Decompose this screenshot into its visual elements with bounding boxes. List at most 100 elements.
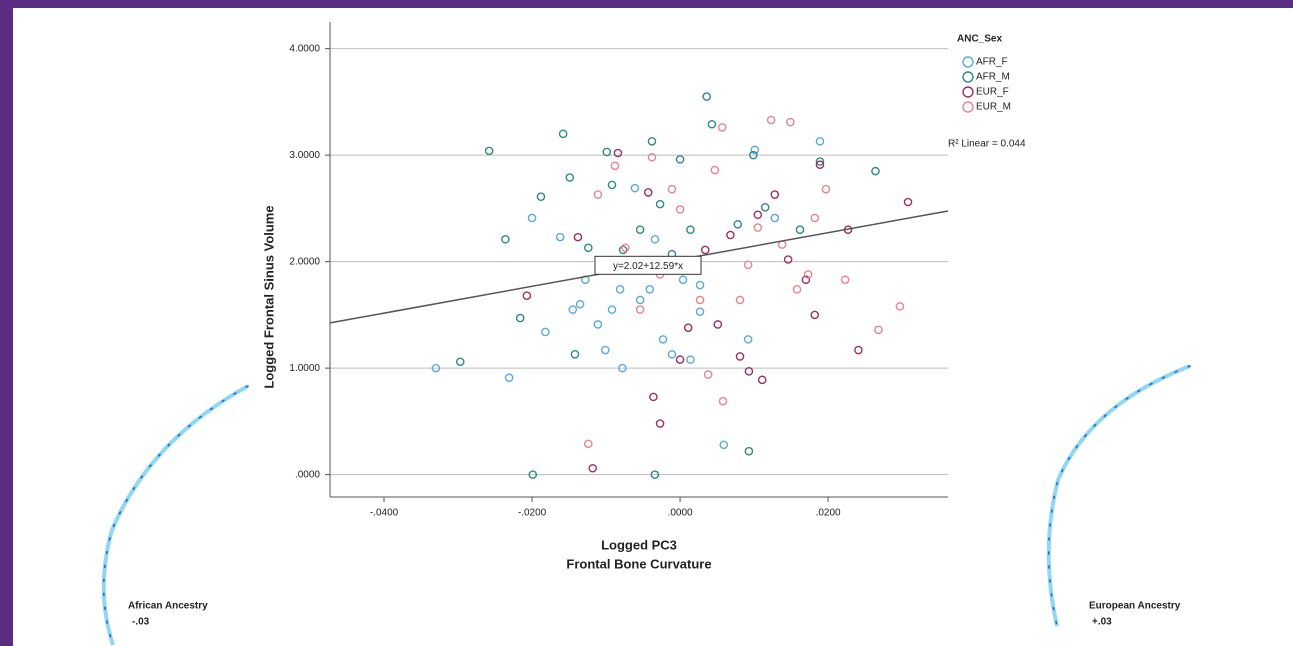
point [822, 186, 829, 193]
annotation-value: +.03 [1092, 617, 1112, 628]
legend-marker [963, 87, 973, 97]
point [506, 374, 513, 381]
point [685, 324, 692, 331]
point [594, 321, 601, 328]
point [571, 351, 578, 358]
point [719, 398, 726, 405]
european-curve-halo [1049, 366, 1190, 626]
point [557, 234, 564, 241]
y-tick-label: 3.0000 [289, 150, 320, 161]
top-border [0, 0, 1293, 8]
point [696, 296, 703, 303]
point [542, 328, 549, 335]
legend-marker [963, 102, 973, 112]
point [528, 214, 535, 221]
point [577, 301, 584, 308]
point [637, 226, 644, 233]
point [537, 193, 544, 200]
point [608, 181, 615, 188]
point [793, 286, 800, 293]
point [517, 314, 524, 321]
point [708, 121, 715, 128]
legend-label: AFR_M [976, 72, 1010, 83]
point [651, 236, 658, 243]
point [566, 174, 573, 181]
point [457, 358, 464, 365]
legend-label: EUR_M [976, 102, 1011, 113]
point [696, 281, 703, 288]
point [736, 296, 743, 303]
point [875, 326, 882, 333]
point [656, 420, 663, 427]
point [589, 465, 596, 472]
left-border [0, 0, 13, 646]
point [759, 376, 766, 383]
point [679, 276, 686, 283]
point [611, 162, 618, 169]
point [523, 292, 530, 299]
legend-label: EUR_F [976, 87, 1009, 98]
point [727, 231, 734, 238]
point [714, 321, 721, 328]
point [754, 211, 761, 218]
point [811, 214, 818, 221]
legend-label: AFR_F [976, 57, 1008, 68]
point [811, 311, 818, 318]
point [904, 198, 911, 205]
point [668, 186, 675, 193]
point [659, 336, 666, 343]
annotation-value: -.03 [132, 617, 150, 628]
point [650, 393, 657, 400]
point [745, 448, 752, 455]
x-axis-label: Frontal Bone Curvature [566, 556, 711, 571]
point [745, 261, 752, 268]
point [896, 303, 903, 310]
x-tick-label: .0000 [668, 508, 693, 519]
point [676, 206, 683, 213]
point [668, 351, 675, 358]
point [745, 336, 752, 343]
point [645, 189, 652, 196]
point [754, 224, 761, 231]
point [676, 356, 683, 363]
fit-label: y=2.02+12.59*x [613, 261, 683, 272]
point [637, 296, 644, 303]
point [687, 226, 694, 233]
point [617, 286, 624, 293]
annotation-title: African Ancestry [128, 601, 208, 612]
legend-title: ANC_Sex [957, 34, 1002, 45]
y-tick-label: .0000 [295, 469, 320, 480]
chart: Logged Frontal Sinus Volume Logged PC3 F… [0, 0, 1293, 646]
point [734, 221, 741, 228]
legend-marker [963, 57, 973, 67]
point [648, 138, 655, 145]
point [646, 286, 653, 293]
point [787, 119, 794, 126]
x-tick-label: -.0200 [518, 508, 547, 519]
point [696, 308, 703, 315]
x-axis-label: Logged PC3 [601, 537, 677, 552]
point [574, 234, 581, 241]
point [719, 124, 726, 131]
point [608, 306, 615, 313]
annotation-title: European Ancestry [1089, 601, 1181, 612]
point [603, 148, 610, 155]
point [796, 226, 803, 233]
point [560, 130, 567, 137]
point [637, 306, 644, 313]
point [711, 166, 718, 173]
point [771, 214, 778, 221]
y-tick-label: 2.0000 [289, 256, 320, 267]
point [687, 356, 694, 363]
point [486, 147, 493, 154]
point [703, 93, 710, 100]
point [745, 368, 752, 375]
x-tick-label: -.0400 [370, 508, 399, 519]
point [816, 138, 823, 145]
page: {"chart_data": {"type": "scatter", "y_la… [0, 0, 1293, 646]
r2-label: R² Linear = 0.044 [948, 139, 1026, 150]
point [702, 246, 709, 253]
point [594, 191, 601, 198]
point [602, 346, 609, 353]
point [631, 185, 638, 192]
